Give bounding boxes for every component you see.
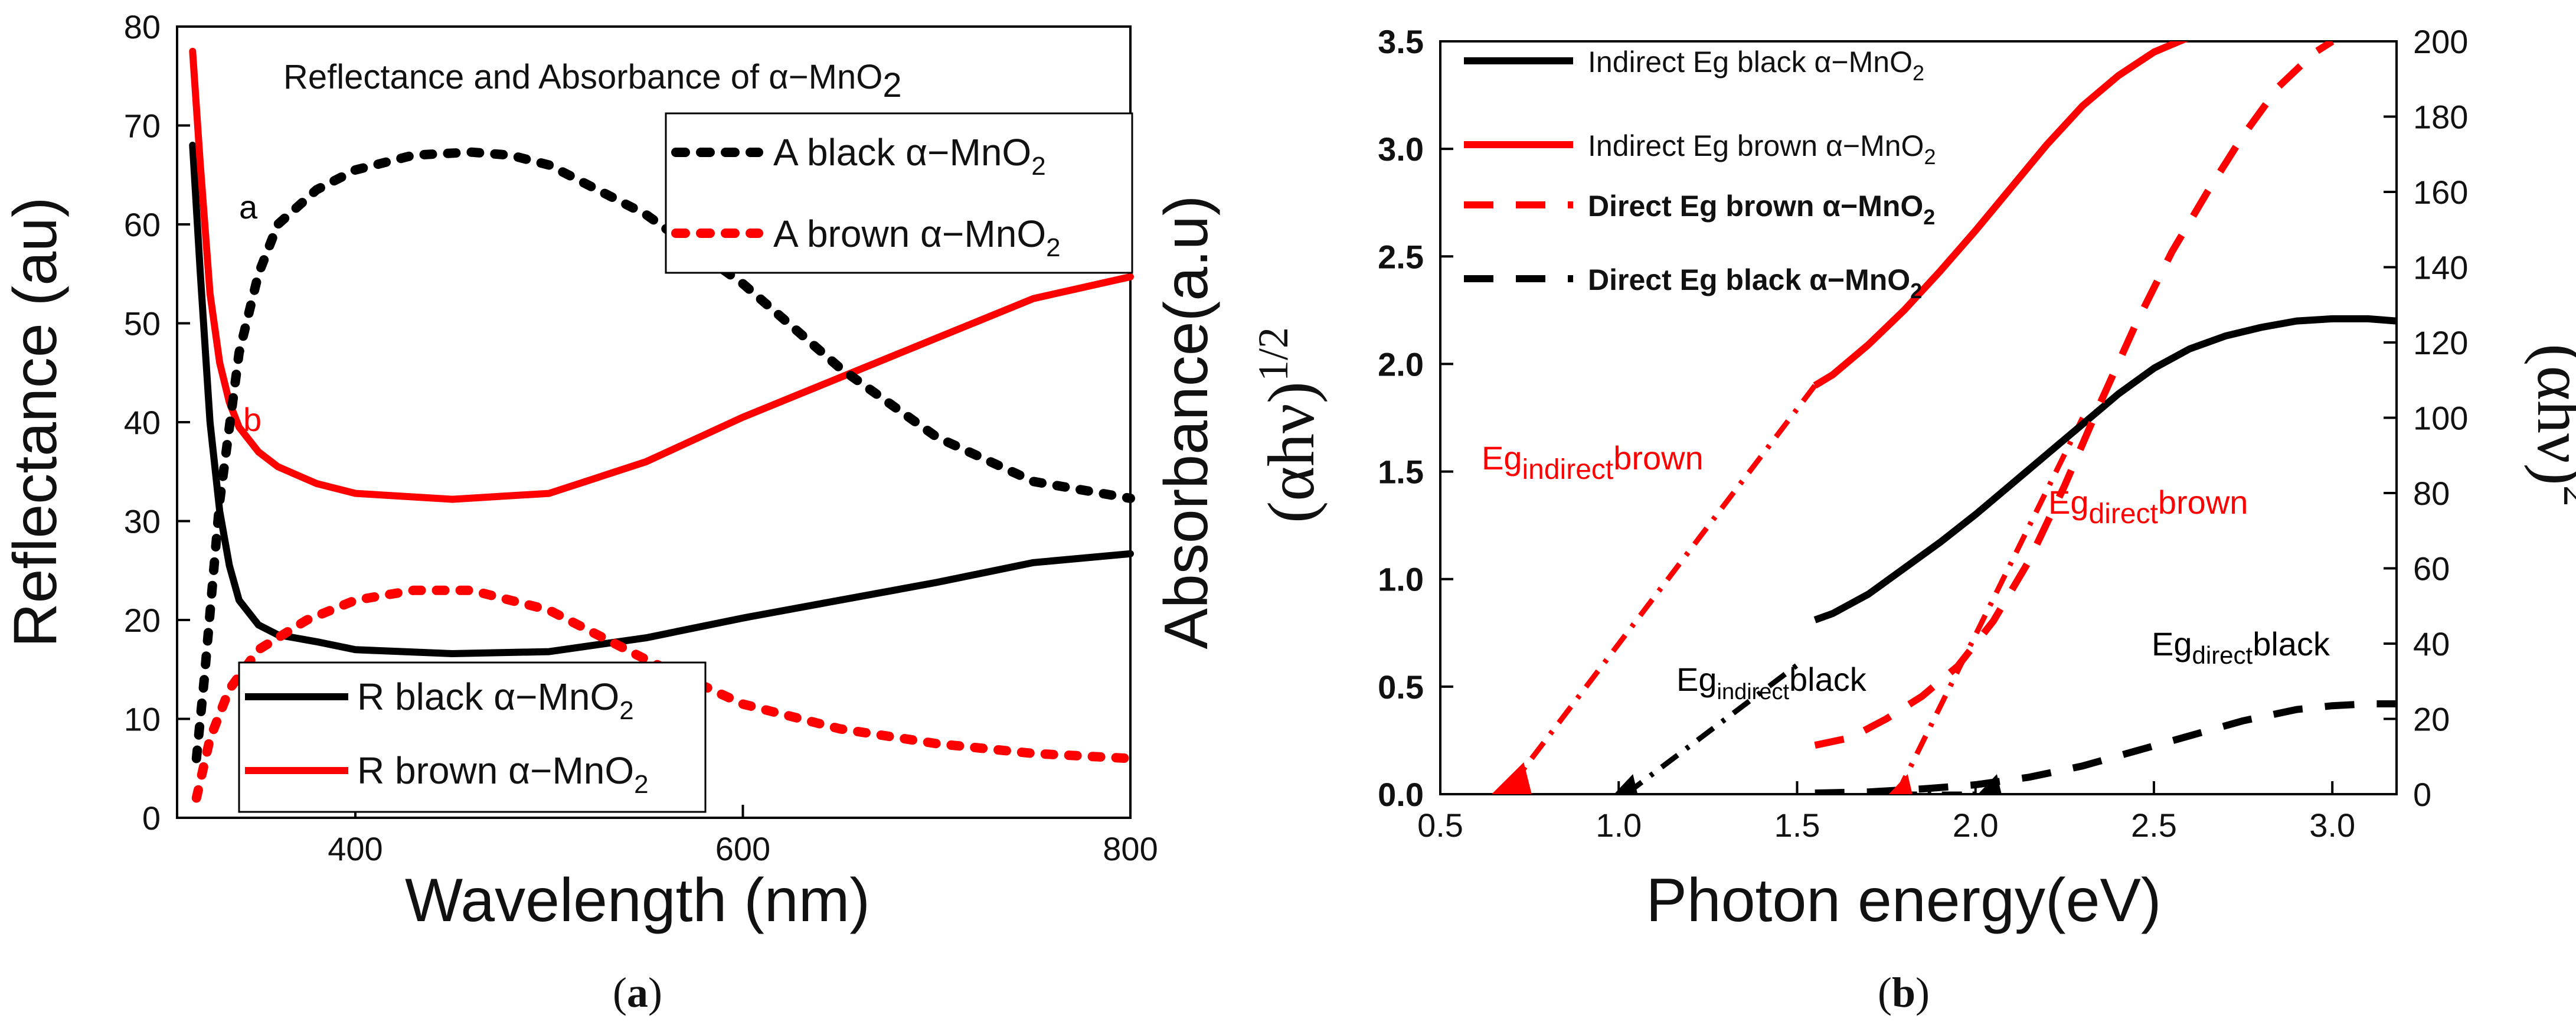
annotation-eg-direct-black: Egdirectblack — [2152, 625, 2330, 669]
fit-line-1 — [1624, 663, 1799, 794]
annotation-eg-indirect-black: Egindirectblack — [1676, 661, 1867, 704]
y2-tick-label: 80 — [2413, 475, 2450, 512]
y2-tick-label: 20 — [2413, 701, 2450, 738]
y-tick-label: 80 — [124, 8, 161, 45]
panel-b-legend: Indirect Eg black α−MnO2 Indirect Eg bro… — [1464, 45, 1936, 303]
fit-line-0 — [1502, 384, 1817, 794]
y2-tick-label: 140 — [2413, 249, 2468, 286]
y-tick-label: 2.0 — [1378, 345, 1424, 383]
x-tick-label: 800 — [1103, 830, 1158, 867]
y-tick-label: 50 — [124, 305, 161, 342]
legend-entry: Indirect Eg black α−MnO2 — [1588, 45, 1924, 85]
annotation-a: a — [239, 188, 258, 226]
fit-line-2 — [1894, 416, 2085, 794]
y2-tick-label: 60 — [2413, 550, 2450, 588]
series-line-3 — [1815, 700, 2397, 794]
annotation-eg-direct-brown: Egdirectbrown — [2048, 484, 2248, 530]
x-tick-label: 1.0 — [1596, 807, 1642, 844]
panel-a-label: (a) — [613, 969, 662, 1016]
x-tick-label: 400 — [328, 830, 383, 867]
legend-entry: A brown α−MnO2 — [773, 213, 1061, 262]
y-tick-label: 20 — [124, 602, 161, 639]
y2-tick-label: 120 — [2413, 324, 2468, 361]
panel-b-series — [1491, 41, 2397, 794]
panel-a-x-axis-title: Wavelength (nm) — [405, 866, 870, 935]
y2-tick-label: 0 — [2413, 776, 2431, 813]
panel-b-chart: 0.5 1.0 1.5 2.0 2.5 3.00.00.51.01.52.02.53.03… — [1250, 23, 2576, 1016]
y-tick-label: 1.5 — [1378, 453, 1424, 491]
panel-a-axis-ticks: 400 600 800 0 10 20 30 40 50 60 70 80 — [124, 8, 1158, 867]
y-tick-label: 70 — [124, 107, 161, 145]
panel-b-y-axis-title: (αhν)1/2 — [1250, 327, 1328, 523]
y-tick-label: 10 — [124, 701, 161, 738]
y2-tick-label: 180 — [2413, 99, 2468, 136]
panel-a-y2-axis-title: Absorbance(a.u) — [1152, 195, 1221, 650]
y-tick-label: 2.5 — [1378, 238, 1424, 275]
y2-tick-label: 100 — [2413, 400, 2468, 437]
x-tick-label: 600 — [715, 830, 770, 867]
annotation-b: b — [243, 401, 261, 438]
legend-entry: Direct Eg black α−MnO2 — [1588, 263, 1922, 303]
x-tick-label: 2.0 — [1953, 807, 1999, 844]
panel-a-y-axis-title: Reflectance (au) — [1, 197, 70, 647]
y-tick-label: 40 — [124, 404, 161, 441]
legend-entry: Direct Eg brown α−MnO2 — [1588, 190, 1935, 229]
legend-entry: A black α−MnO2 — [773, 131, 1046, 181]
x-tick-label: 2.5 — [2131, 807, 2177, 844]
series-line-0 — [1813, 315, 2397, 624]
annotation-eg-indirect-brown: Egindirectbrown — [1482, 439, 1704, 485]
panel-a-title: Reflectance and Absorbance of α−MnO2 — [283, 58, 902, 105]
panel-b-axis-ticks: 0.5 1.0 1.5 2.0 2.5 3.00.00.51.01.52.02.53.03… — [1378, 23, 2468, 844]
y-tick-label: 0.0 — [1378, 776, 1424, 813]
eg-marker-0 — [1491, 762, 1532, 794]
series-line-2 — [1814, 41, 2335, 749]
eg-marker-1 — [1614, 774, 1638, 794]
x-tick-label: 1.5 — [1774, 807, 1820, 844]
legend-box — [238, 661, 707, 813]
y-tick-label: 3.5 — [1378, 23, 1424, 60]
panel-b-label: (b) — [1878, 969, 1930, 1016]
y-tick-label: 1.0 — [1378, 561, 1424, 598]
series-line-1 — [1813, 41, 2189, 389]
eg-marker-3 — [1977, 774, 2002, 794]
series-line-2 — [191, 147, 1135, 763]
y2-tick-label: 200 — [2413, 23, 2468, 60]
panel-b-plot-area — [1502, 41, 2397, 794]
y-tick-label: 30 — [124, 503, 161, 540]
y-tick-label: 0.5 — [1378, 668, 1424, 706]
legend-box — [665, 112, 1133, 274]
y2-tick-label: 40 — [2413, 625, 2450, 663]
panel-a-legend-top: A black α−MnO2 A brown α−MnO2 — [665, 112, 1133, 274]
y-tick-label: 60 — [124, 206, 161, 243]
x-tick-label: 3.0 — [2309, 807, 2355, 844]
panel-b-x-axis-title: Photon energy(eV) — [1646, 866, 2162, 935]
legend-entry: Indirect Eg brown α−MnO2 — [1588, 129, 1936, 169]
legend-entry: R black α−MnO2 — [357, 675, 634, 725]
y2-tick-label: 160 — [2413, 174, 2468, 211]
x-tick-label: 0.5 — [1417, 807, 1463, 844]
panel-b-y2-axis-title: (αhν)2 — [2523, 344, 2576, 507]
panel-a-legend-bottom: R black α−MnO2 R brown α−MnO2 — [238, 661, 707, 813]
series-line-1 — [189, 47, 1134, 503]
y-tick-label: 0 — [142, 799, 161, 837]
panel-a-chart: 400 600 800 0 10 20 30 40 50 60 70 80 Wavelength (n… — [1, 8, 1221, 1016]
eg-marker-2 — [1888, 774, 1913, 794]
legend-entry: R brown α−MnO2 — [357, 749, 649, 799]
y-tick-label: 3.0 — [1378, 130, 1424, 168]
